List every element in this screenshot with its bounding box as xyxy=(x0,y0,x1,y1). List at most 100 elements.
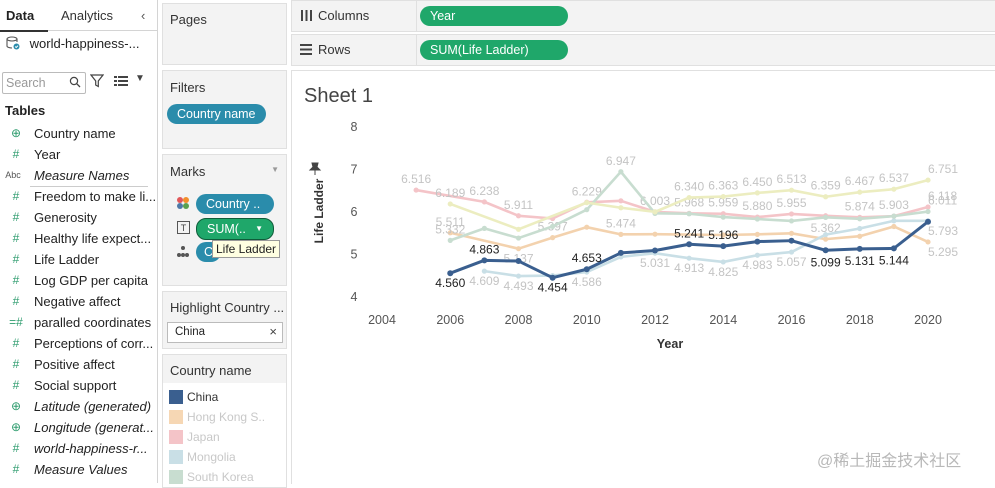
data-point[interactable] xyxy=(754,231,760,237)
field-item[interactable]: # Year xyxy=(0,144,157,165)
data-point[interactable] xyxy=(720,193,726,200)
tab-data[interactable]: Data xyxy=(0,8,49,32)
data-point[interactable] xyxy=(788,218,795,224)
data-point[interactable] xyxy=(890,245,897,252)
filter-icon[interactable] xyxy=(90,74,104,88)
data-point[interactable] xyxy=(617,249,624,256)
data-point[interactable] xyxy=(515,258,522,265)
data-point[interactable] xyxy=(925,204,931,210)
data-point[interactable] xyxy=(481,199,487,205)
data-point[interactable] xyxy=(925,239,931,245)
field-item[interactable]: Abc Measure Names xyxy=(0,165,157,186)
field-item[interactable]: =# paralled coordinates xyxy=(0,312,157,333)
collapse-pane-icon[interactable]: ‹ xyxy=(141,8,146,23)
line-chart[interactable]: Life Ladder Year 4 5 6 7 8 2004 2006 2008 2010 2… xyxy=(292,71,995,484)
data-point[interactable] xyxy=(481,268,487,274)
data-point[interactable] xyxy=(754,216,760,222)
data-point[interactable] xyxy=(481,225,487,231)
data-point[interactable] xyxy=(857,225,863,232)
data-point[interactable] xyxy=(652,247,658,254)
field-item[interactable]: # Healthy life expect... xyxy=(0,228,157,249)
data-point[interactable] xyxy=(447,230,453,236)
data-point[interactable] xyxy=(754,190,760,196)
marks-dropdown-chevron-icon[interactable]: ▼ xyxy=(271,165,279,174)
marks-sum-pill[interactable]: SUM(.. ▼ xyxy=(196,218,274,240)
marks-color-row[interactable]: Country .. xyxy=(163,193,286,215)
data-point[interactable] xyxy=(447,201,453,207)
field-item[interactable]: # Perceptions of corr... xyxy=(0,333,157,354)
list-view-icon[interactable] xyxy=(114,75,128,87)
data-point[interactable] xyxy=(686,194,692,201)
data-point[interactable] xyxy=(788,211,795,217)
data-point[interactable] xyxy=(891,223,897,230)
data-point[interactable] xyxy=(720,214,726,220)
marks-color-pill[interactable]: Country .. xyxy=(196,194,274,214)
columns-pill-year[interactable]: Year xyxy=(420,6,568,26)
data-point[interactable] xyxy=(652,231,658,237)
data-point[interactable] xyxy=(481,257,488,264)
data-point[interactable] xyxy=(822,247,829,254)
data-point[interactable] xyxy=(447,270,454,277)
filters-card[interactable]: Filters Country name xyxy=(162,70,287,149)
data-point[interactable] xyxy=(754,252,760,258)
field-item[interactable]: # world-happiness-r... xyxy=(0,438,157,459)
field-item[interactable]: ⊕ Country name xyxy=(0,123,157,144)
rows-pill-life-ladder[interactable]: SUM(Life Ladder) xyxy=(420,40,568,60)
data-point[interactable] xyxy=(515,235,522,241)
field-item[interactable]: # Life Ladder xyxy=(0,249,157,270)
data-point[interactable] xyxy=(857,233,863,239)
data-point[interactable] xyxy=(584,207,590,213)
data-point[interactable] xyxy=(447,237,453,243)
data-point[interactable] xyxy=(823,194,829,200)
field-item[interactable]: # Positive affect xyxy=(0,354,157,375)
field-item[interactable]: # Log GDP per capita xyxy=(0,270,157,291)
field-item[interactable]: ⊕ Latitude (generated) xyxy=(0,396,157,417)
field-item[interactable]: # Negative affect xyxy=(0,291,157,312)
data-point[interactable] xyxy=(788,187,795,193)
data-point[interactable] xyxy=(720,232,726,238)
filter-pill-country-name[interactable]: Country name xyxy=(167,104,266,124)
clear-highlight-close-icon[interactable]: × xyxy=(269,324,277,339)
data-point[interactable] xyxy=(788,237,795,244)
data-point[interactable] xyxy=(584,224,590,230)
field-item[interactable]: # Freedom to make li... xyxy=(0,186,157,207)
search-input[interactable]: Search xyxy=(2,72,86,94)
pill-dropdown-chevron-icon[interactable]: ▼ xyxy=(255,224,263,233)
data-point[interactable] xyxy=(823,214,829,220)
data-point[interactable] xyxy=(515,213,522,219)
data-point[interactable] xyxy=(515,273,522,279)
data-point[interactable] xyxy=(618,205,624,211)
marks-label-row[interactable]: T SUM(.. ▼ xyxy=(163,217,286,240)
data-point[interactable] xyxy=(891,218,897,224)
data-point[interactable] xyxy=(686,255,692,261)
data-point[interactable] xyxy=(515,246,522,252)
data-point[interactable] xyxy=(754,238,761,245)
data-point[interactable] xyxy=(788,249,795,255)
data-point[interactable] xyxy=(686,211,692,217)
data-point[interactable] xyxy=(550,235,556,241)
pages-card[interactable]: Pages xyxy=(162,3,287,65)
data-point[interactable] xyxy=(550,223,556,230)
data-point[interactable] xyxy=(618,198,624,204)
field-item[interactable]: # Generosity xyxy=(0,207,157,228)
data-point[interactable] xyxy=(891,213,897,219)
field-item[interactable]: # Social support xyxy=(0,375,157,396)
data-point[interactable] xyxy=(925,208,931,215)
data-point[interactable] xyxy=(583,266,590,273)
data-point[interactable] xyxy=(686,241,693,248)
data-point[interactable] xyxy=(925,177,931,183)
pin-icon[interactable] xyxy=(308,162,322,175)
data-point[interactable] xyxy=(788,230,795,236)
field-item[interactable]: ⊕ Longitude (generat... xyxy=(0,417,157,438)
tab-analytics[interactable]: Analytics xyxy=(61,8,114,23)
data-point[interactable] xyxy=(549,274,556,281)
data-point[interactable] xyxy=(618,231,624,237)
sheet-view[interactable]: Sheet 1 Life Ladder Year 4 5 6 7 8 2004 2006 2… xyxy=(291,70,995,484)
data-point[interactable] xyxy=(652,209,658,215)
data-point[interactable] xyxy=(857,216,863,222)
data-point[interactable] xyxy=(856,245,863,252)
data-point[interactable] xyxy=(823,232,829,238)
data-point[interactable] xyxy=(823,236,829,242)
data-point[interactable] xyxy=(515,226,522,232)
data-point[interactable] xyxy=(925,218,931,225)
